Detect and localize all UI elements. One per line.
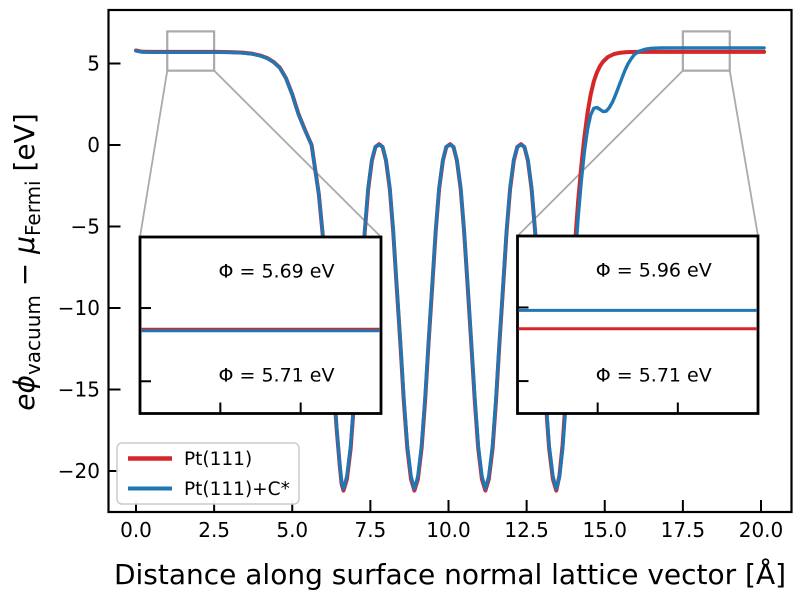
x-tick-label: 10.0 [426,518,471,542]
legend-label-pt111-c: Pt(111)+C* [184,479,290,500]
connector-line [139,70,169,238]
y-tick-label: −5 [71,215,100,239]
inset-phi-label: Φ = 5.71 eV [596,364,712,386]
y-axis-label-text: eϕvacuum − μFermi [eV] [8,113,45,411]
x-tick-label: 20.0 [739,518,784,542]
legend-label-pt111: Pt(111) [184,449,252,470]
x-tick-label: 7.5 [354,518,386,542]
y-tick-label: −10 [58,296,100,320]
y-tick-label: 0 [87,133,100,157]
x-tick-label: 12.5 [504,518,549,542]
inset-phi-label: Φ = 5.96 eV [596,260,712,282]
y-axis-label: eϕvacuum − μFermi [eV] [8,113,45,411]
inset-connector-lines [139,70,759,238]
connector-line [213,70,382,238]
connector-line [516,70,684,237]
inset-phi-label: Φ = 5.69 eV [219,261,335,283]
inset-right: Φ = 5.96 eV Φ = 5.71 eV [516,234,760,415]
inset-phi-label: Φ = 5.71 eV [219,365,335,387]
x-tick-label: 15.0 [582,518,627,542]
y-tick-label: 5 [87,52,100,76]
inset-frame [138,235,383,415]
x-tick-label: 0.0 [120,518,152,542]
x-tick-label: 17.5 [661,518,706,542]
x-axis-label: Distance along surface normal lattice ve… [114,557,786,591]
zoom-insets: Φ = 5.69 eV Φ = 5.71 eV Φ = 5.96 eV Φ = 5.7… [138,234,760,415]
x-tick-label: 2.5 [198,518,230,542]
legend: Pt(111) Pt(111)+C* [116,442,300,505]
inset-frame [516,234,760,415]
inset-left: Φ = 5.69 eV Φ = 5.71 eV [138,235,383,415]
connector-line [728,70,759,237]
plot-frame [107,8,793,514]
y-tick-label: −20 [58,459,100,483]
y-tick-label: −15 [58,378,100,402]
axes-frame: 0.0 2.5 5.0 7.5 10.0 12.5 15.0 17.5 20.0 5 0 −5 −10 −… [58,8,793,542]
x-tick-label: 5.0 [276,518,308,542]
